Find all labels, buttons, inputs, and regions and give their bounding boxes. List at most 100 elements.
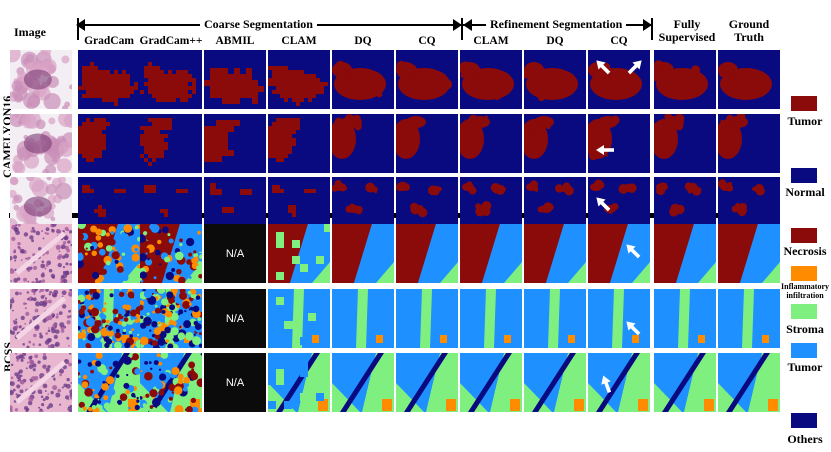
method-header-clam: CLAM bbox=[473, 35, 509, 47]
mask-image bbox=[524, 289, 586, 348]
coarse-left-tick bbox=[77, 18, 79, 40]
mask-image bbox=[140, 114, 202, 173]
segmentation-mask bbox=[268, 289, 330, 348]
tissue-thumbnail bbox=[10, 224, 72, 283]
mask-image bbox=[332, 289, 394, 348]
segmentation-mask bbox=[332, 289, 394, 348]
mask-image bbox=[140, 224, 202, 283]
segmentation-mask bbox=[524, 50, 586, 109]
mask-image bbox=[78, 114, 140, 173]
tissue-thumbnail bbox=[10, 50, 72, 109]
tissue-thumbnail bbox=[10, 114, 72, 173]
segmentation-mask bbox=[588, 114, 650, 173]
segmentation-mask bbox=[524, 224, 586, 283]
legend-label-inflammatory: Inflammatory infiltration bbox=[781, 282, 829, 300]
mask-image bbox=[332, 50, 394, 109]
mask-image bbox=[588, 114, 650, 173]
mask-image bbox=[718, 224, 780, 283]
segmentation-mask bbox=[78, 114, 140, 173]
legend-label-normal: Normal bbox=[785, 185, 825, 199]
segmentation-mask bbox=[396, 114, 458, 173]
segmentation-mask bbox=[460, 50, 522, 109]
mask-image bbox=[524, 353, 586, 412]
mask-image bbox=[718, 50, 780, 109]
legend-label-necrosis: Necrosis bbox=[783, 244, 827, 258]
segmentation-mask bbox=[654, 224, 716, 283]
mask-image bbox=[78, 50, 140, 109]
mask-image bbox=[588, 353, 650, 412]
mask-image bbox=[332, 224, 394, 283]
tissue-thumbnail bbox=[10, 289, 72, 348]
legend-swatch-stroma bbox=[791, 304, 817, 319]
segmentation-mask bbox=[332, 224, 394, 283]
legend-label-tumor: Tumor bbox=[787, 114, 823, 128]
method-header-dq: DQ bbox=[546, 35, 564, 47]
legend-swatch-inflammatory bbox=[791, 266, 817, 281]
tissue-image bbox=[10, 289, 72, 348]
mask-image bbox=[718, 114, 780, 173]
segmentation-mask bbox=[332, 353, 394, 412]
mask-image bbox=[654, 224, 716, 283]
segmentation-mask bbox=[268, 224, 330, 283]
mask-image bbox=[204, 50, 266, 109]
mask-image bbox=[654, 114, 716, 173]
method-header-abmil: ABMIL bbox=[215, 35, 255, 47]
mask-image bbox=[588, 289, 650, 348]
mask-image bbox=[524, 114, 586, 173]
segmentation-mask bbox=[140, 353, 202, 412]
mask-image bbox=[140, 50, 202, 109]
segmentation-mask bbox=[78, 50, 140, 109]
mask-image bbox=[78, 224, 140, 283]
dataset-divider bbox=[9, 213, 779, 218]
mask-image bbox=[140, 289, 202, 348]
mask-image bbox=[268, 289, 330, 348]
segmentation-mask bbox=[204, 114, 266, 173]
tissue-image bbox=[10, 114, 72, 173]
coarse-segmentation-header: Coarse Segmentation bbox=[200, 18, 317, 31]
segmentation-mask bbox=[78, 224, 140, 283]
mask-image bbox=[654, 353, 716, 412]
mask-image bbox=[654, 50, 716, 109]
legend-swatch-tumor bbox=[791, 343, 817, 358]
segmentation-mask bbox=[654, 50, 716, 109]
coarse-left-arrow-icon bbox=[76, 19, 85, 31]
segmentation-mask bbox=[588, 224, 650, 283]
segmentation-mask bbox=[396, 50, 458, 109]
mask-image bbox=[396, 289, 458, 348]
mask-image bbox=[396, 224, 458, 283]
mask-image bbox=[460, 289, 522, 348]
fully-supervised-header: Fully Supervised bbox=[658, 17, 716, 44]
refinement-segmentation-header: Refinement Segmentation bbox=[486, 18, 627, 31]
segmentation-mask bbox=[140, 114, 202, 173]
legend-swatch-necrosis bbox=[791, 228, 817, 243]
segmentation-mask bbox=[396, 224, 458, 283]
tissue-image bbox=[10, 224, 72, 283]
segmentation-mask bbox=[460, 289, 522, 348]
mask-image bbox=[524, 224, 586, 283]
segmentation-mask bbox=[588, 289, 650, 348]
segmentation-mask bbox=[396, 353, 458, 412]
method-header-cq: CQ bbox=[418, 35, 436, 47]
segmentation-mask bbox=[268, 353, 330, 412]
mask-image bbox=[588, 50, 650, 109]
tissue-image bbox=[10, 50, 72, 109]
refine-right-arrow-icon bbox=[643, 19, 652, 31]
segmentation-mask bbox=[654, 353, 716, 412]
legend-label-others: Others bbox=[787, 432, 823, 446]
mask-image bbox=[460, 50, 522, 109]
na-cell: N/A bbox=[204, 353, 266, 412]
mask-image bbox=[268, 50, 330, 109]
coarse-right-tick bbox=[461, 18, 463, 40]
legend-swatch-others bbox=[791, 413, 817, 428]
segmentation-mask bbox=[204, 50, 266, 109]
segmentation-mask bbox=[268, 50, 330, 109]
segmentation-mask bbox=[460, 224, 522, 283]
coarse-right-arrow-icon bbox=[453, 19, 462, 31]
refine-right-tick bbox=[651, 18, 653, 40]
mask-image bbox=[524, 50, 586, 109]
segmentation-mask bbox=[460, 114, 522, 173]
segmentation-mask bbox=[140, 50, 202, 109]
mask-image bbox=[654, 289, 716, 348]
mask-image bbox=[718, 353, 780, 412]
mask-image bbox=[460, 353, 522, 412]
